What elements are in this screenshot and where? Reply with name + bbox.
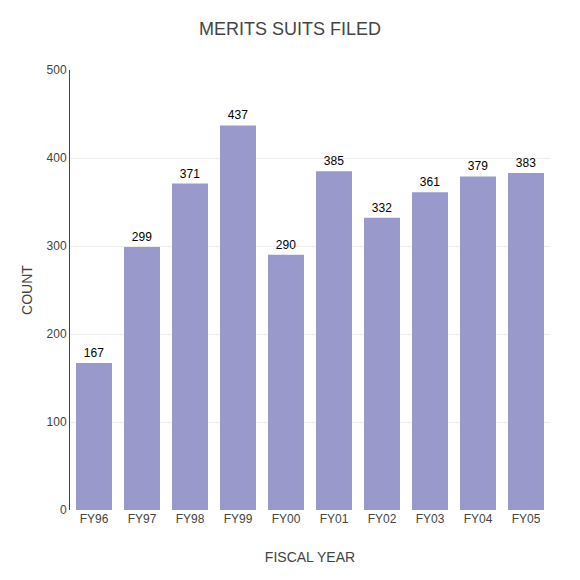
svg-text:167: 167 [84, 346, 104, 360]
svg-text:332: 332 [372, 201, 392, 215]
svg-text:FY05: FY05 [512, 512, 541, 526]
svg-text:FY97: FY97 [128, 512, 157, 526]
svg-text:FY99: FY99 [224, 512, 253, 526]
svg-text:0: 0 [60, 503, 67, 517]
svg-text:400: 400 [47, 151, 67, 165]
svg-text:FISCAL YEAR: FISCAL YEAR [265, 549, 355, 565]
svg-text:FY03: FY03 [416, 512, 445, 526]
svg-text:FY01: FY01 [320, 512, 349, 526]
svg-text:290: 290 [276, 238, 296, 252]
svg-text:300: 300 [47, 239, 67, 253]
svg-text:MERITS SUITS FILED: MERITS SUITS FILED [199, 19, 381, 39]
svg-text:FY02: FY02 [368, 512, 397, 526]
svg-text:371: 371 [180, 167, 200, 181]
svg-text:383: 383 [516, 156, 536, 170]
svg-text:200: 200 [47, 327, 67, 341]
svg-text:299: 299 [132, 230, 152, 244]
svg-text:FY04: FY04 [464, 512, 493, 526]
svg-text:FY00: FY00 [272, 512, 301, 526]
svg-text:FY98: FY98 [176, 512, 205, 526]
svg-text:100: 100 [47, 415, 67, 429]
svg-text:385: 385 [324, 154, 344, 168]
svg-text:379: 379 [468, 159, 488, 173]
svg-text:FY96: FY96 [80, 512, 109, 526]
svg-text:361: 361 [420, 175, 440, 189]
svg-text:COUNT: COUNT [19, 265, 35, 315]
svg-text:437: 437 [228, 108, 248, 122]
svg-text:500: 500 [47, 63, 67, 77]
